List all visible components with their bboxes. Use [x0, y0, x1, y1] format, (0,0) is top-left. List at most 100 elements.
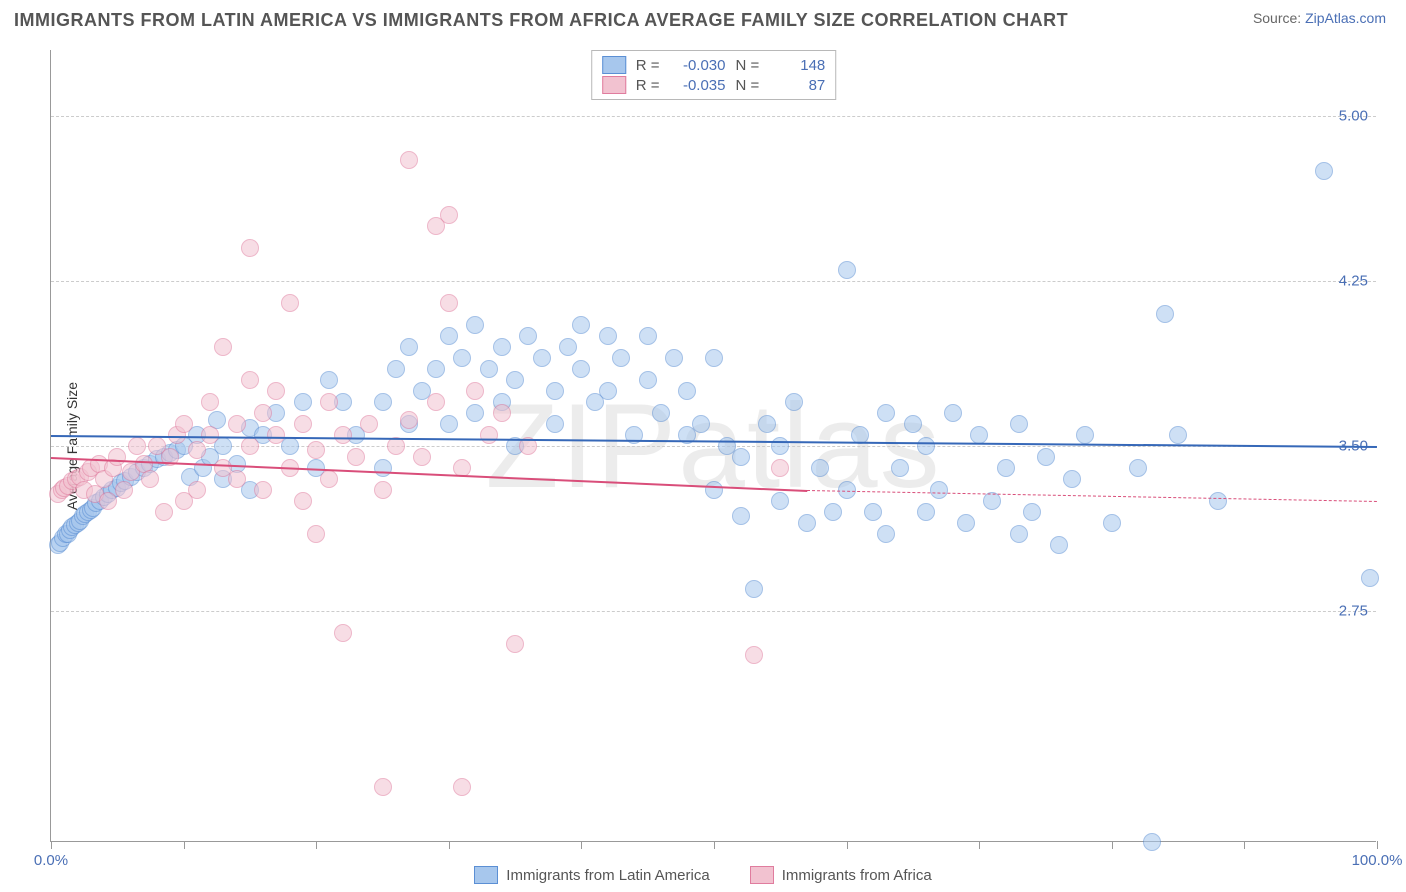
data-point	[188, 481, 206, 499]
chart-title: IMMIGRANTS FROM LATIN AMERICA VS IMMIGRA…	[14, 10, 1068, 31]
x-tick	[449, 841, 450, 849]
swatch-series-1	[750, 866, 774, 884]
data-point	[387, 360, 405, 378]
data-point	[639, 371, 657, 389]
data-point	[1010, 525, 1028, 543]
data-point	[970, 426, 988, 444]
data-point	[294, 393, 312, 411]
data-point	[254, 404, 272, 422]
data-point	[771, 492, 789, 510]
data-point	[115, 481, 133, 499]
data-point	[307, 525, 325, 543]
data-point	[480, 426, 498, 444]
data-point	[374, 481, 392, 499]
data-point	[612, 349, 630, 367]
data-point	[599, 327, 617, 345]
data-point	[838, 261, 856, 279]
legend-item: Immigrants from Africa	[750, 866, 932, 884]
data-point	[997, 459, 1015, 477]
data-point	[141, 470, 159, 488]
data-point	[99, 492, 117, 510]
data-point	[466, 316, 484, 334]
data-point	[785, 393, 803, 411]
data-point	[1209, 492, 1227, 510]
data-point	[1103, 514, 1121, 532]
data-point	[493, 404, 511, 422]
data-point	[294, 492, 312, 510]
data-point	[891, 459, 909, 477]
data-point	[1037, 448, 1055, 466]
data-point	[599, 382, 617, 400]
data-point	[506, 635, 524, 653]
data-point	[201, 426, 219, 444]
data-point	[188, 441, 206, 459]
data-point	[917, 437, 935, 455]
data-point	[546, 415, 564, 433]
data-point	[572, 316, 590, 334]
data-point	[732, 507, 750, 525]
data-point	[334, 624, 352, 642]
data-point	[175, 415, 193, 433]
data-point	[572, 360, 590, 378]
data-point	[241, 437, 259, 455]
data-point	[400, 338, 418, 356]
gridline	[51, 281, 1376, 282]
swatch-series-1	[602, 76, 626, 94]
x-tick	[1377, 841, 1378, 849]
x-tick	[979, 841, 980, 849]
data-point	[1143, 833, 1161, 851]
data-point	[771, 459, 789, 477]
data-point	[453, 349, 471, 367]
data-point	[811, 459, 829, 477]
data-point	[228, 470, 246, 488]
data-point	[307, 441, 325, 459]
data-point	[652, 404, 670, 422]
data-point	[639, 327, 657, 345]
data-point	[1156, 305, 1174, 323]
data-point	[413, 448, 431, 466]
data-point	[400, 411, 418, 429]
y-tick-label: 2.75	[1339, 603, 1368, 620]
data-point	[201, 393, 219, 411]
swatch-series-0	[602, 56, 626, 74]
y-tick-label: 5.00	[1339, 108, 1368, 125]
data-point	[374, 778, 392, 796]
data-point	[440, 415, 458, 433]
source-link[interactable]: ZipAtlas.com	[1305, 10, 1386, 26]
data-point	[798, 514, 816, 532]
data-point	[334, 426, 352, 444]
data-point	[1023, 503, 1041, 521]
swatch-series-0	[474, 866, 498, 884]
scatter-plot: ZIPatlas R = -0.030 N = 148 R = -0.035 N…	[50, 50, 1376, 842]
data-point	[665, 349, 683, 367]
data-point	[692, 415, 710, 433]
source-label: Source: ZipAtlas.com	[1253, 10, 1386, 26]
gridline	[51, 116, 1376, 117]
data-point	[732, 448, 750, 466]
data-point	[440, 327, 458, 345]
x-tick	[1112, 841, 1113, 849]
x-tick	[51, 841, 52, 849]
series-legend: Immigrants from Latin America Immigrants…	[0, 866, 1406, 884]
data-point	[374, 459, 392, 477]
x-tick	[1244, 841, 1245, 849]
x-tick	[847, 841, 848, 849]
data-point	[281, 294, 299, 312]
data-point	[533, 349, 551, 367]
data-point	[228, 415, 246, 433]
data-point	[466, 404, 484, 422]
gridline	[51, 611, 1376, 612]
data-point	[678, 382, 696, 400]
data-point	[519, 327, 537, 345]
regression-line	[807, 490, 1377, 502]
data-point	[506, 371, 524, 389]
data-point	[320, 371, 338, 389]
data-point	[493, 338, 511, 356]
x-tick	[714, 841, 715, 849]
data-point	[360, 415, 378, 433]
data-point	[904, 415, 922, 433]
data-point	[400, 151, 418, 169]
data-point	[1076, 426, 1094, 444]
data-point	[957, 514, 975, 532]
data-point	[347, 448, 365, 466]
